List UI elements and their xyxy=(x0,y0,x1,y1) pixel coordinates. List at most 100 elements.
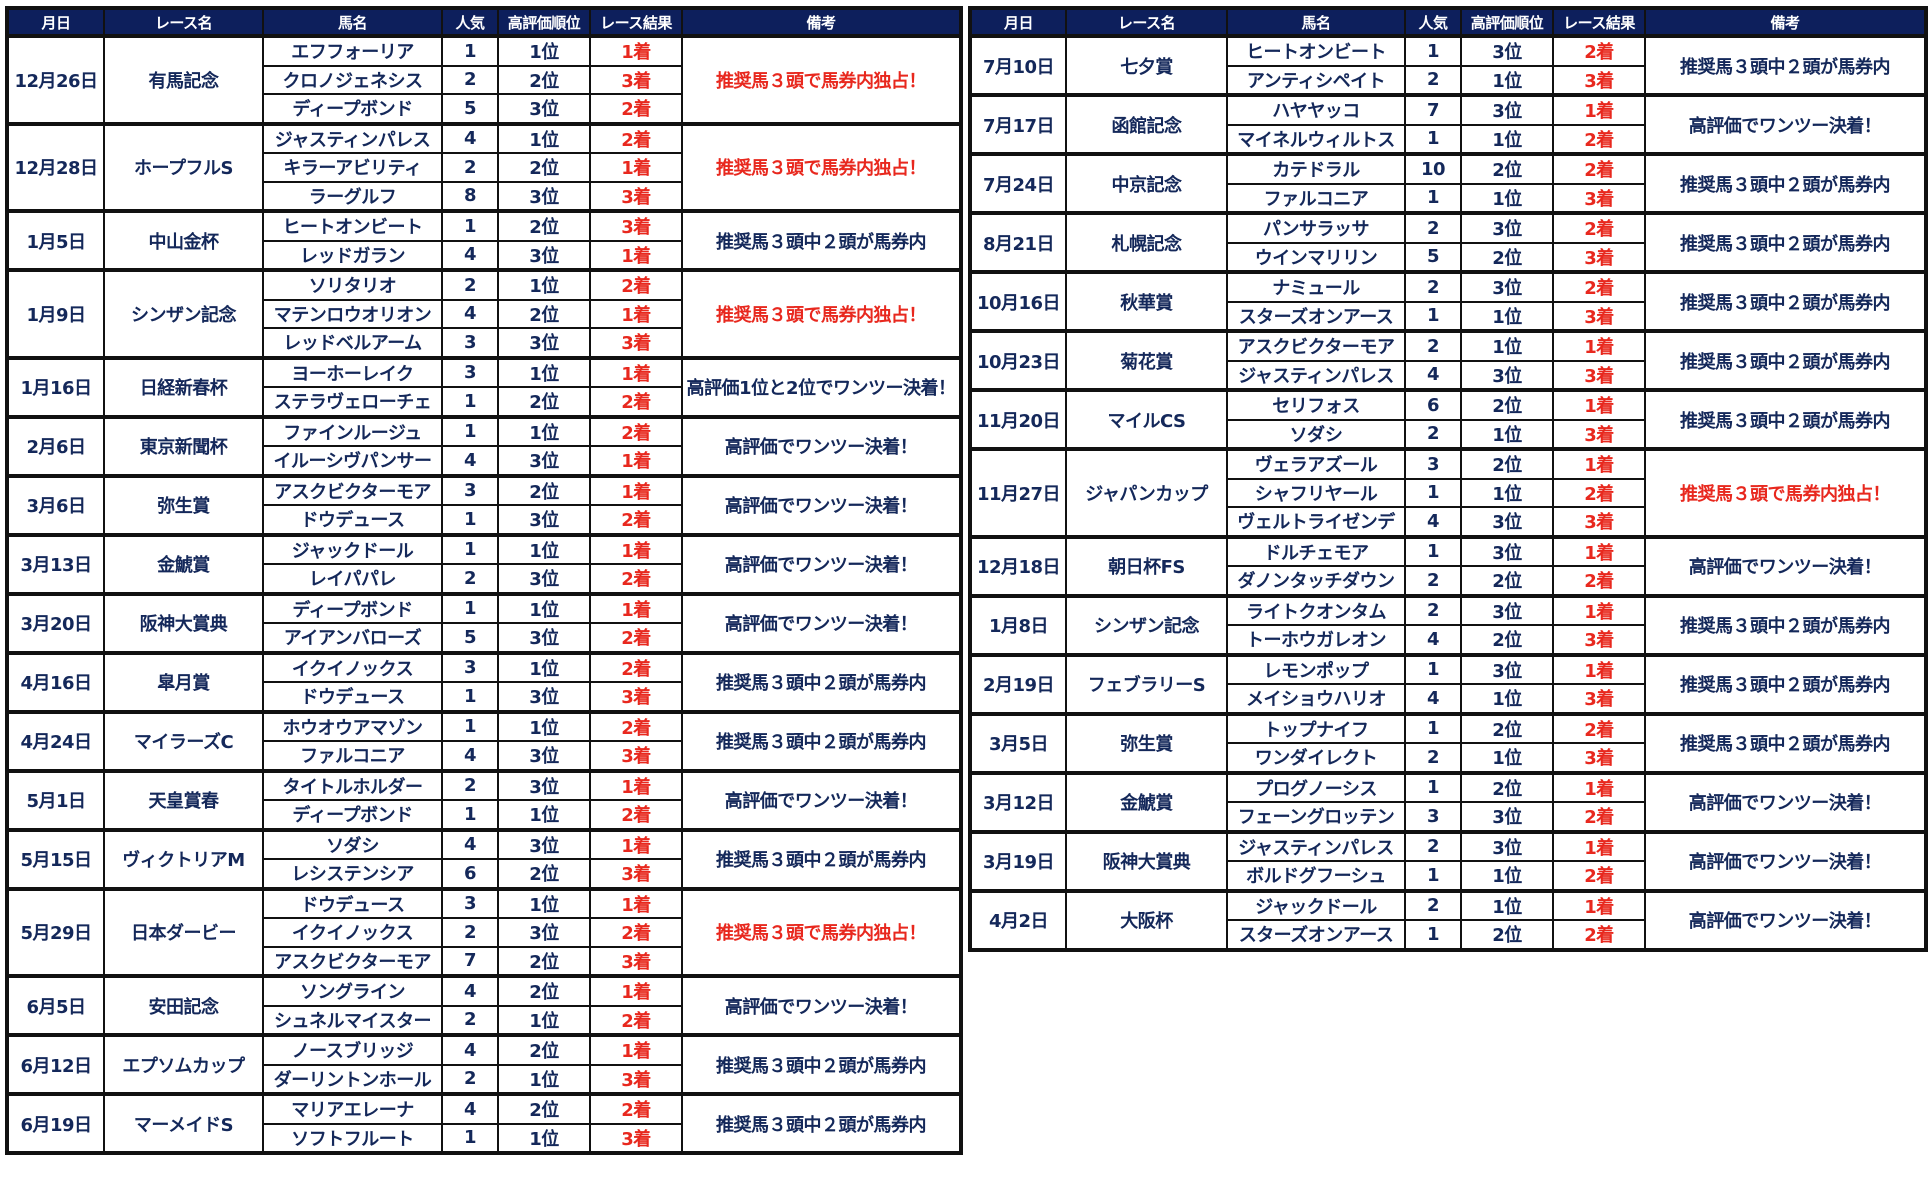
popularity: 3 xyxy=(1404,801,1462,833)
rating-rank: 1位 xyxy=(1460,329,1554,362)
horse-name: ステラヴェローチェ xyxy=(262,386,443,418)
race-name: 中山金杯 xyxy=(103,209,264,271)
horse-name: ソリタリオ xyxy=(262,268,443,301)
race-name: 日経新春杯 xyxy=(103,355,264,418)
table-row: マテンロウオリオン 4 2位 1着 xyxy=(7,298,961,329)
table-row: 2月6日 東京新聞杯 ファインルージュ 1 1位 2着 高評価でワンツー決着！ xyxy=(6,414,962,477)
race-note: 推奨馬３頭中２頭が馬券内 xyxy=(681,709,962,772)
rating-rank: 2位 xyxy=(1460,770,1554,803)
popularity: 1 xyxy=(441,209,499,242)
race-result: 1着 xyxy=(1552,829,1646,862)
popularity: 8 xyxy=(441,180,499,212)
rating-rank: 2位 xyxy=(1460,565,1554,597)
table-row: 3月5日 弥生賞 トップナイフ 1 2位 2着 推奨馬３頭中２頭が馬券内 xyxy=(969,711,1927,774)
table-row: 5月15日 ヴィクトリアM ソダシ 4 3位 1着 推奨馬３頭中２頭が馬券内 xyxy=(6,827,962,890)
popularity: 1 xyxy=(441,681,499,713)
rating-rank: 3位 xyxy=(1460,534,1554,567)
horse-name: レモンポップ xyxy=(1226,652,1406,685)
rating-rank: 3位 xyxy=(1460,829,1554,862)
race-name: 秋華賞 xyxy=(1065,270,1228,332)
table-row: アイアンバローズ 5 3位 2着 xyxy=(7,622,961,654)
race-note: 推奨馬３頭で馬券内独占！ xyxy=(681,268,962,359)
race-note: 高評価1位と2位でワンツー決着！ xyxy=(681,355,962,418)
rating-rank: 1位 xyxy=(1460,123,1554,155)
race-result: 1着 xyxy=(589,298,683,329)
popularity: 1 xyxy=(1404,652,1462,685)
popularity: 1 xyxy=(441,591,499,624)
race-name: 安田記念 xyxy=(103,974,264,1036)
popularity: 2 xyxy=(1404,829,1462,862)
race-result: 3着 xyxy=(1552,182,1646,214)
table-row: アスクビクターモア 7 2位 3着 xyxy=(7,945,961,977)
race-result: 2着 xyxy=(589,650,683,683)
race-result: 2着 xyxy=(589,799,683,831)
horse-name: アスクビクターモア xyxy=(262,945,443,977)
popularity: 3 xyxy=(441,473,499,506)
race-note: 推奨馬３頭中２頭が馬券内 xyxy=(681,650,962,713)
race-note: 高評価でワンツー決着！ xyxy=(1644,770,1927,833)
table-row: 3月12日 金鯱賞 プログノーシス 1 2位 1着 高評価でワンツー決着！ xyxy=(969,770,1927,833)
horse-name: ダーリントンホール xyxy=(262,1063,443,1095)
rating-rank: 2位 xyxy=(497,473,591,506)
horse-name: アイアンバローズ xyxy=(262,622,443,654)
horse-name: ヴェラアズール xyxy=(1226,447,1406,480)
popularity: 1 xyxy=(441,386,499,418)
table-row: 7月17日 函館記念 ハヤヤッコ 7 3位 1着 高評価でワンツー決着！ xyxy=(969,93,1927,155)
race-result: 3着 xyxy=(1552,506,1646,538)
popularity: 1 xyxy=(1404,34,1462,67)
rating-rank: 2位 xyxy=(497,298,591,329)
rating-rank: 1位 xyxy=(1460,300,1554,332)
race-result: 2着 xyxy=(1552,270,1646,303)
race-date: 10月16日 xyxy=(969,270,1067,332)
table-row: レイパパレ 2 3位 2着 xyxy=(7,563,961,595)
rating-rank: 1位 xyxy=(497,355,591,388)
race-note: 推奨馬３頭中２頭が馬券内 xyxy=(1644,388,1927,450)
popularity: 4 xyxy=(441,298,499,329)
race-result: 3着 xyxy=(589,1063,683,1095)
table-row: 4月16日 皐月賞 イクイノックス 3 1位 2着 推奨馬３頭中２頭が馬券内 xyxy=(6,650,962,713)
rating-rank: 1位 xyxy=(1460,182,1554,214)
race-result: 1着 xyxy=(1552,329,1646,362)
race-date: 7月10日 xyxy=(969,34,1067,96)
race-date: 4月24日 xyxy=(6,709,105,772)
horse-name: ナミュール xyxy=(1226,270,1406,303)
rating-rank: 2位 xyxy=(1460,388,1554,421)
race-result: 3着 xyxy=(589,327,683,359)
rating-rank: 3位 xyxy=(497,504,591,536)
horse-name: エフフォーリア xyxy=(262,34,443,67)
race-result: 2着 xyxy=(1552,34,1646,67)
race-date: 12月26日 xyxy=(6,34,105,125)
race-note: 推奨馬３頭で馬券内独占！ xyxy=(681,34,962,125)
rating-rank: 2位 xyxy=(497,209,591,242)
popularity: 1 xyxy=(1404,477,1462,508)
rating-rank: 2位 xyxy=(1460,241,1554,273)
race-name: 弥生賞 xyxy=(103,473,264,536)
popularity: 6 xyxy=(441,858,499,890)
rating-rank: 1位 xyxy=(1460,683,1554,715)
popularity: 2 xyxy=(1404,888,1462,921)
race-result: 3着 xyxy=(1552,742,1646,774)
horse-name: フェーングロッテン xyxy=(1226,801,1406,833)
table-row: 3月19日 阪神大賞典 ジャスティンパレス 2 3位 1着 高評価でワンツー決着！ xyxy=(969,829,1927,892)
rating-rank: 2位 xyxy=(1460,711,1554,744)
horse-name: シュネルマイスター xyxy=(262,1004,443,1036)
horse-name: トップナイフ xyxy=(1226,711,1406,744)
table-row: 1月16日 日経新春杯 ヨーホーレイク 3 1位 1着 高評価1位と2位でワンツー決着！ xyxy=(6,355,962,418)
horse-name: ファルコニア xyxy=(262,740,443,772)
popularity: 2 xyxy=(441,268,499,301)
race-note: 推奨馬３頭中２頭が馬券内 xyxy=(1644,329,1927,391)
rating-rank: 1位 xyxy=(497,268,591,301)
race-note: 推奨馬３頭中２頭が馬券内 xyxy=(681,1092,962,1154)
horse-name: レッドガラン xyxy=(262,239,443,271)
race-result: 1着 xyxy=(1552,593,1646,626)
race-result: 2着 xyxy=(589,414,683,447)
race-name: 東京新聞杯 xyxy=(103,414,264,477)
race-date: 7月24日 xyxy=(969,152,1067,214)
rating-rank: 3位 xyxy=(1460,652,1554,685)
horse-name: クロノジェネシス xyxy=(262,64,443,95)
race-result: 2着 xyxy=(589,917,683,948)
horse-name: ワンダイレクト xyxy=(1226,742,1406,774)
race-result: 1着 xyxy=(589,152,683,183)
popularity: 2 xyxy=(1404,565,1462,597)
table-row: 1月9日 シンザン記念 ソリタリオ 2 1位 2着 推奨馬３頭で馬券内独占！ xyxy=(6,268,962,359)
